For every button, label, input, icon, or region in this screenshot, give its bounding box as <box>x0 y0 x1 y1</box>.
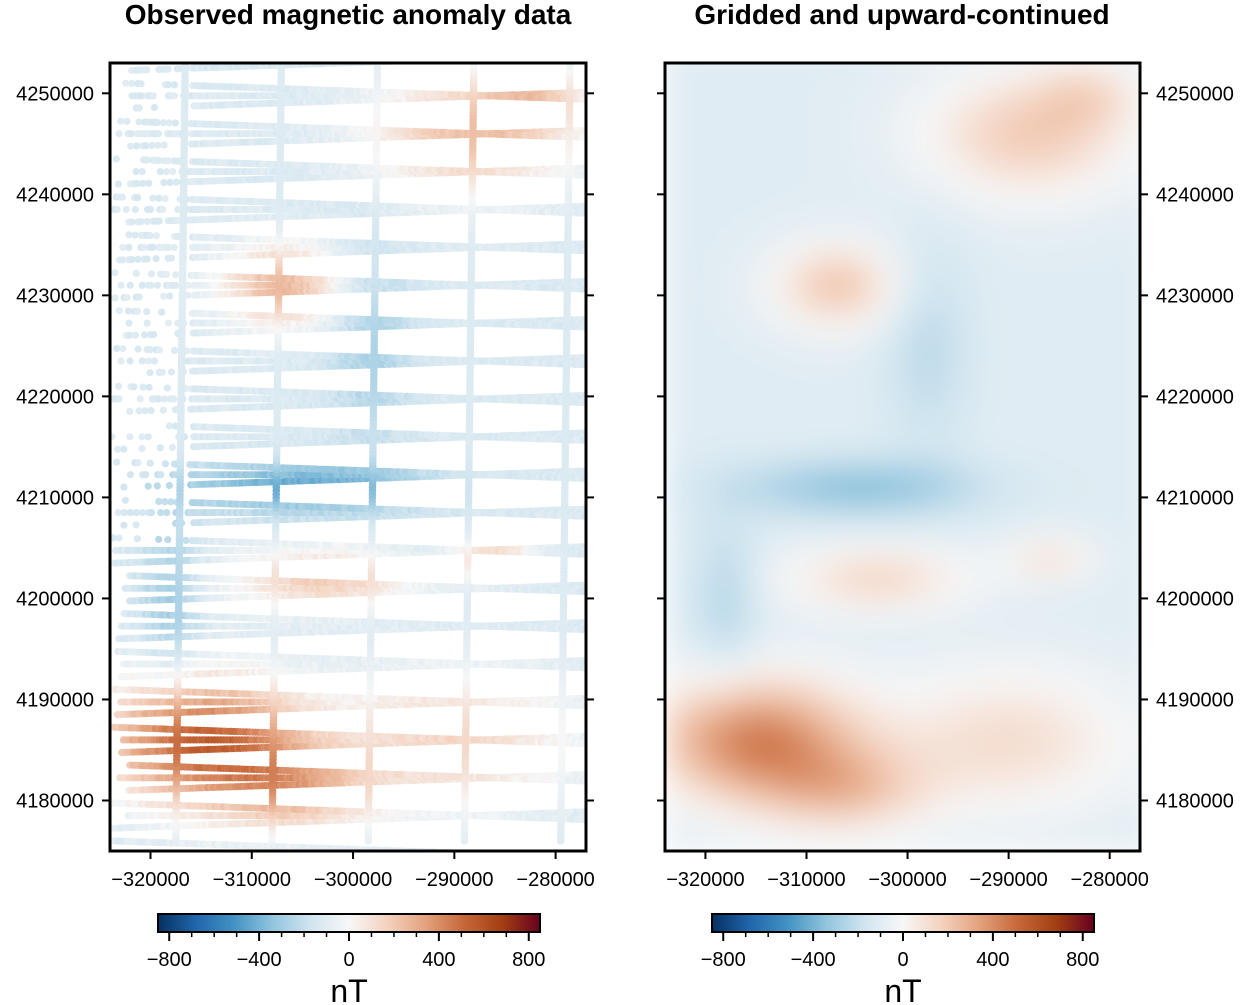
data-point <box>519 852 526 859</box>
data-point <box>540 852 547 859</box>
data-point <box>570 853 577 860</box>
data-point <box>582 854 589 861</box>
data-point <box>148 508 156 517</box>
data-point <box>573 854 580 861</box>
data-point <box>528 852 535 859</box>
data-point <box>156 444 164 452</box>
data-point <box>567 853 574 860</box>
data-point <box>164 536 172 544</box>
data-point <box>558 853 565 860</box>
scatter-points <box>110 63 589 861</box>
data-point <box>134 459 142 467</box>
data-point <box>120 445 128 453</box>
data-point <box>157 471 165 479</box>
data-point <box>146 459 154 467</box>
data-point <box>121 496 129 504</box>
data-point <box>168 443 176 451</box>
data-point <box>576 854 583 861</box>
data-point <box>142 471 150 479</box>
data-point <box>138 444 146 453</box>
data-point <box>120 483 128 491</box>
data-point <box>144 482 152 490</box>
scatter-plot-area <box>110 63 586 851</box>
data-point <box>115 534 123 542</box>
scatter-panel: Observed magnetic anomaly data −320000 −3… <box>16 0 595 891</box>
data-point <box>126 471 134 479</box>
data-point <box>132 521 140 529</box>
data-point <box>165 481 173 490</box>
data-point <box>531 852 538 859</box>
data-point <box>161 460 169 468</box>
data-point <box>113 458 121 466</box>
data-point <box>579 854 586 861</box>
data-point <box>537 852 544 859</box>
data-point <box>133 535 141 543</box>
data-point <box>120 521 128 529</box>
data-point <box>144 433 152 441</box>
data-point <box>516 852 523 859</box>
data-point <box>163 508 171 517</box>
data-point <box>534 852 541 859</box>
data-point <box>546 853 553 860</box>
data-point <box>155 535 163 544</box>
data-point <box>561 853 568 860</box>
data-point <box>543 853 550 860</box>
data-point <box>564 853 571 860</box>
data-point <box>525 852 532 859</box>
data-point <box>153 482 161 490</box>
data-point <box>522 852 529 859</box>
scatter-title: Observed magnetic anomaly data <box>125 0 572 30</box>
data-point <box>126 433 134 441</box>
